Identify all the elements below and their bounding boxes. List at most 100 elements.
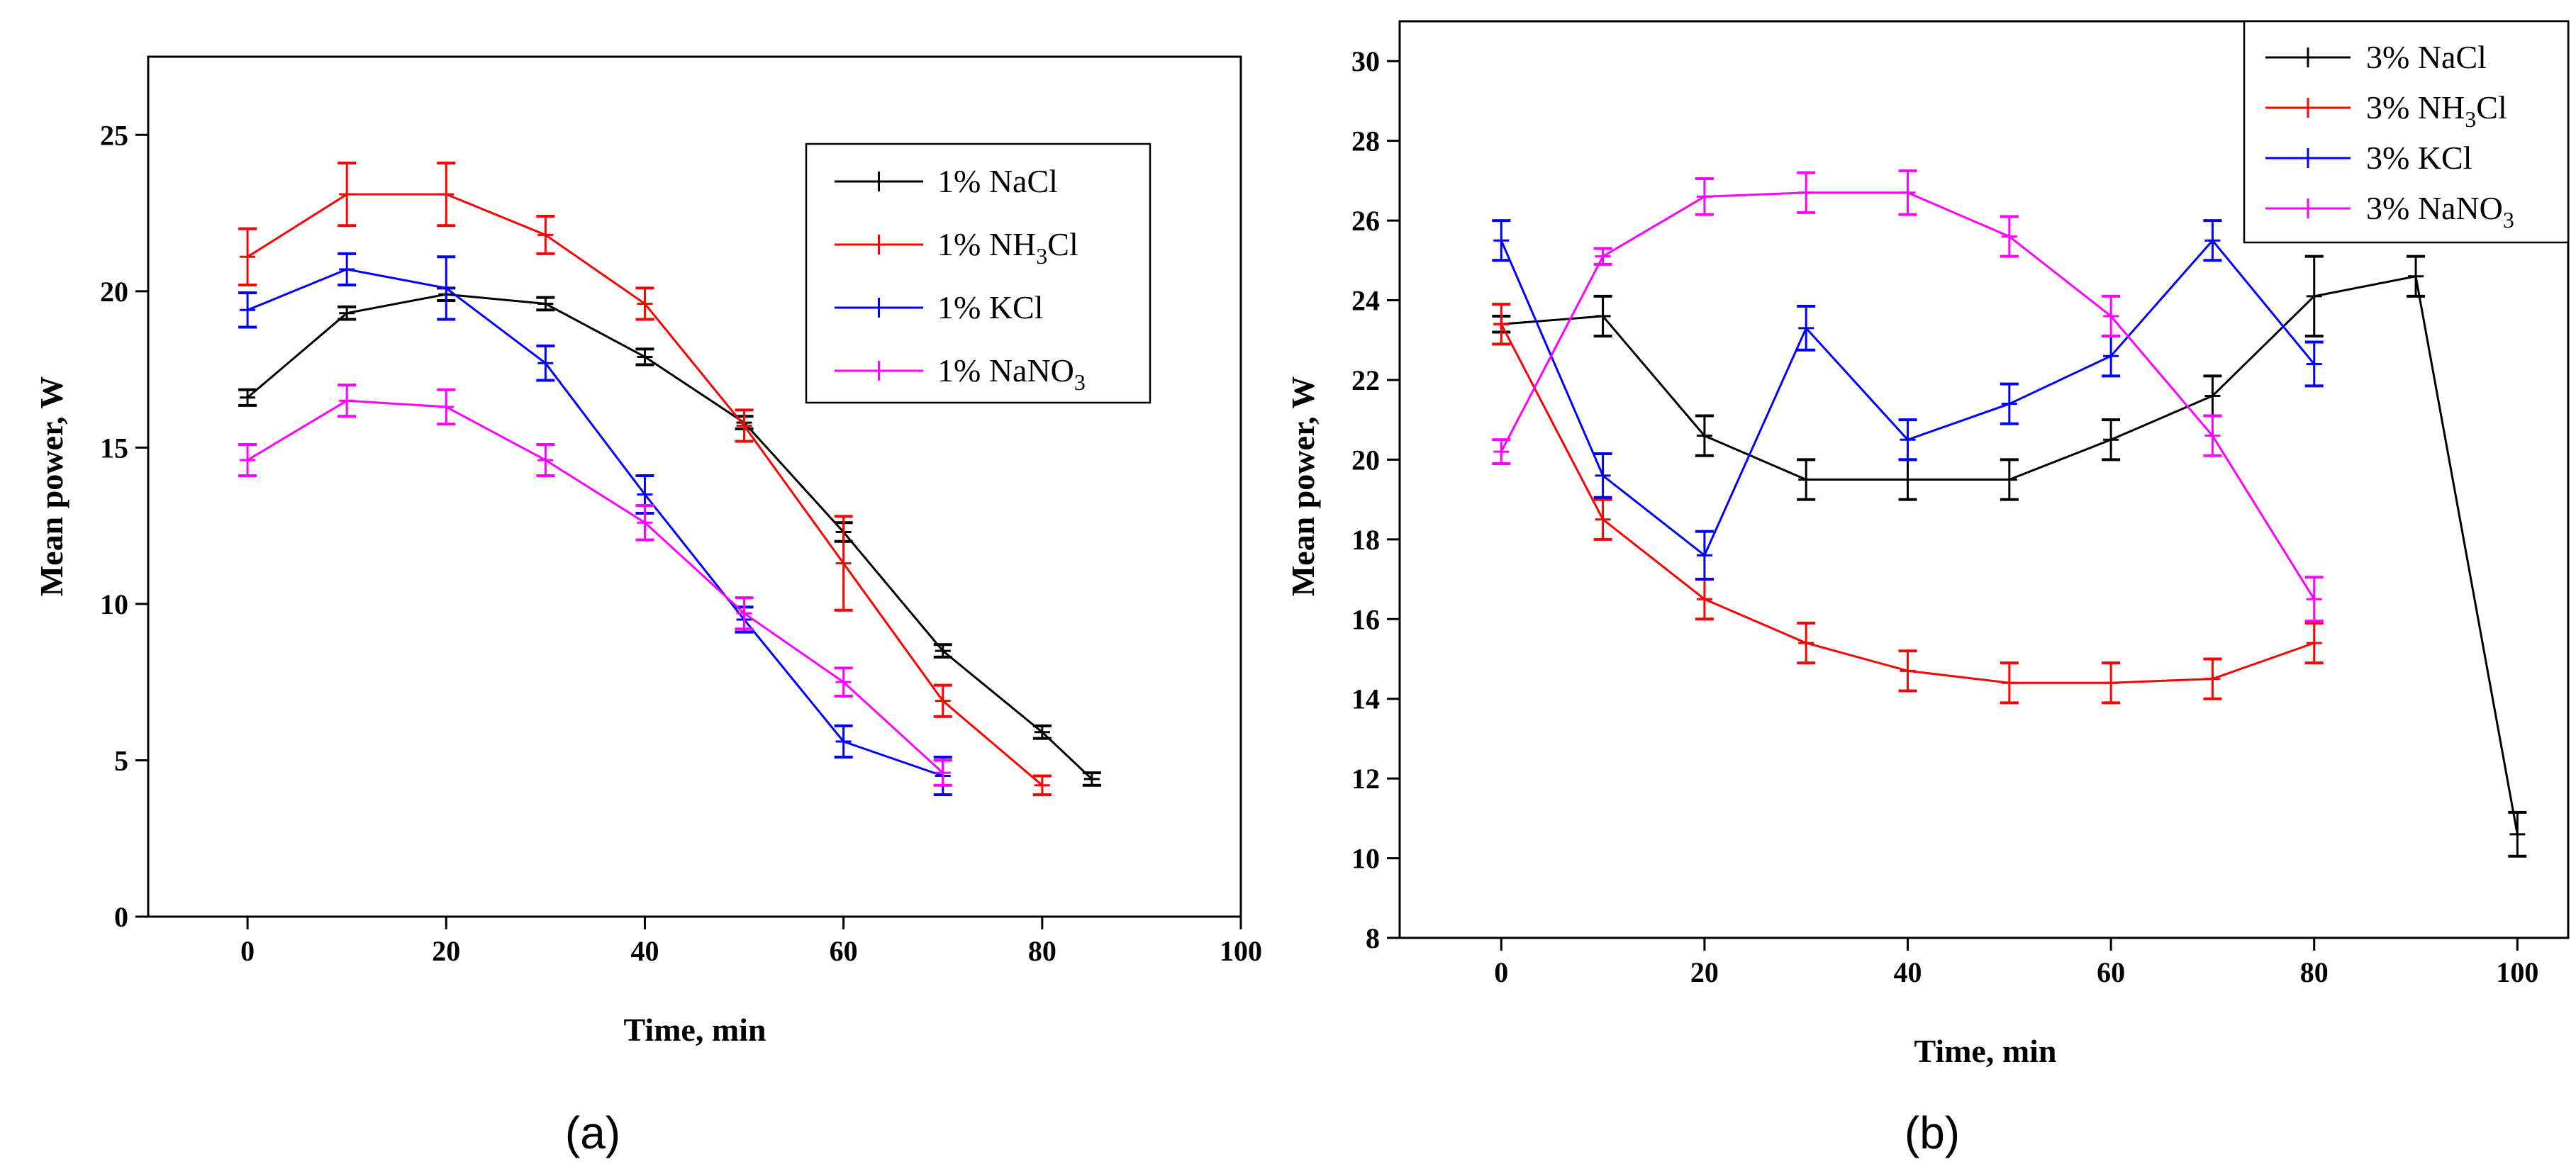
panel-b-series-0-point: [2407, 255, 2426, 298]
panel-b-series-1-point: [1593, 498, 1612, 541]
panel-b-series-3-point: [2000, 215, 2019, 258]
panel-a-legend-item-3: 1% NaNO3: [835, 352, 1086, 395]
panel-a-series-1-point: [338, 161, 357, 228]
panel-b-series-0-point: [2304, 255, 2324, 338]
panel-a-series-2-point: [238, 291, 257, 329]
panel-b-series-2-point: [1593, 452, 1612, 499]
panel-a-x-axis-title: Time, min: [623, 1012, 766, 1048]
panel-b-x-axis-title: Time, min: [1914, 1033, 2056, 1069]
panel-a-x-tick-label: 20: [432, 935, 460, 967]
panel-a-series-0-point: [338, 305, 357, 321]
panel-a-series-2-point: [536, 345, 555, 382]
panel-b-legend-item-3: 3% NaNO3: [2265, 190, 2514, 233]
panel-b-series-2-point: [1695, 530, 1714, 581]
panel-b-series-3-point: [1593, 247, 1612, 266]
panel-b-x-axis: 0 20 40 60 80 100: [1494, 938, 2538, 988]
panel-a-series-0-point: [635, 347, 654, 367]
panel-b-legend-item-0: 3% NaCl: [2265, 39, 2487, 75]
panel-a-legend-label-2: 1% KCl: [937, 289, 1044, 325]
panel-b-series-0-point: [1593, 294, 1612, 338]
panel-b-x-tick-label: 20: [1690, 956, 1719, 988]
panel-a-y-axis-title: Mean power, W: [33, 376, 69, 597]
panel-b-caption: (b): [1905, 1107, 1960, 1158]
panel-a-series-0-point: [1032, 724, 1052, 740]
panel-a-series-3-point: [238, 442, 257, 478]
panel-a-series-3-point: [735, 596, 754, 631]
panel-a-series-1-point: [834, 515, 853, 612]
panel-b-series-3-point: [2203, 414, 2222, 457]
panel-b-y-tick-label: 14: [1351, 683, 1380, 715]
panel-a-caption: (a): [565, 1107, 620, 1158]
panel-b-series: [1492, 169, 2527, 858]
panel-b-chart: 0 20 40 60 80 100 8 10 12 14 16 18 20 22 24 26 28 30 3% …: [1285, 20, 2570, 1158]
panel-a-plot-frame: [147, 55, 1242, 918]
panel-a-series-3-point: [338, 384, 357, 418]
panel-b-plot-frame: [1398, 20, 2570, 939]
panel-b-x-tick-label: 80: [2300, 956, 2329, 988]
panel-a-legend-item-2: 1% KCl: [835, 289, 1044, 325]
panel-a-series-1-point: [933, 683, 952, 718]
panel-b-series-3-point: [1898, 169, 1917, 216]
panel-a-series-2-point: [834, 724, 853, 759]
panel-b-series-1-point: [1898, 649, 1917, 693]
panel-a-legend-item-1: 1% NH3Cl: [835, 226, 1078, 269]
panel-a-x-axis: 0 20 40 60 80 100: [240, 917, 1262, 967]
panel-b-x-tick-label: 0: [1494, 956, 1508, 988]
panel-b-series-2-point: [2000, 382, 2019, 425]
panel-b-legend: 3% NaCl 3% NH3Cl 3% KCl 3% NaNO3: [2243, 20, 2570, 244]
panel-a-series-line-3: [247, 399, 944, 774]
panel-a-y-tick-label: 15: [100, 432, 128, 464]
panel-b-series-2-point: [1797, 304, 1816, 352]
panel-b-series-2-point: [1898, 418, 1917, 462]
panel-a-series-0-point: [1082, 771, 1101, 787]
panel-b-y-tick-label: 16: [1351, 603, 1380, 635]
panel-a-legend-label-0: 1% NaCl: [937, 163, 1058, 199]
panel-b-series-1-point: [2304, 621, 2324, 665]
panel-a-series-3-point: [933, 759, 952, 787]
panel-a-y-tick-label: 10: [100, 588, 128, 620]
panel-b-legend-label-2: 3% KCl: [2366, 140, 2472, 176]
panel-b-y-tick-label: 26: [1351, 205, 1380, 237]
panel-b-series-0-point: [2102, 418, 2121, 462]
panel-a-series-0-point: [933, 643, 952, 659]
panel-a-series-1-point: [635, 286, 654, 321]
panel-b-legend-item-2: 3% KCl: [2265, 140, 2472, 176]
panel-b-y-tick-label: 24: [1351, 285, 1380, 317]
panel-b-series-1-point: [1492, 303, 1511, 346]
panel-b-y-tick-label: 18: [1351, 524, 1380, 556]
panel-b-x-tick-label: 40: [1894, 956, 1922, 988]
panel-b-series-2-point: [2203, 219, 2222, 262]
panel-b-series-3-point: [1797, 171, 1816, 214]
panel-a-y-tick-label: 0: [114, 901, 128, 933]
panel-a-series-1-point: [437, 161, 456, 228]
panel-b-y-axis-title: Mean power, W: [1285, 376, 1321, 597]
panel-a-x-tick-label: 0: [240, 935, 255, 967]
panel-a-y-tick-label: 25: [100, 119, 128, 151]
panel-b-x-tick-label: 60: [2097, 956, 2125, 988]
panel-b-series-0-point: [2508, 810, 2527, 858]
panel-a-legend-box: [805, 142, 1152, 404]
panel-b-legend-label-0: 3% NaCl: [2366, 39, 2487, 75]
panel-b-series-1-point: [1797, 621, 1816, 665]
panel-b-series-3-point: [2304, 576, 2324, 623]
panel-b-series-0-point: [2000, 458, 2019, 501]
panel-b-legend-item-1: 3% NH3Cl: [2265, 89, 2507, 132]
panel-a-series-3-point: [437, 388, 456, 426]
panel-a-series-1-point: [536, 214, 555, 255]
panel-a-series-2-point: [437, 255, 456, 321]
panel-b-series-3-point: [1695, 177, 1714, 216]
panel-a-x-tick-label: 60: [830, 935, 858, 967]
panel-a-series-3-point: [536, 442, 555, 478]
panel-b-series-1-point: [2102, 661, 2121, 705]
panel-b-series-0-point: [1797, 458, 1816, 501]
panel-b-series-0-point: [1695, 414, 1714, 457]
panel-a-series-1-point: [1032, 774, 1052, 796]
panel-b-y-tick-label: 8: [1366, 922, 1380, 954]
panel-b-legend-label-3: 3% NaNO3: [2366, 190, 2514, 233]
panel-b-y-tick-label: 12: [1351, 763, 1380, 795]
panel-a-series-1-point: [238, 227, 257, 286]
panel-a-legend-label-1: 1% NH3Cl: [937, 226, 1078, 269]
panel-a-legend-label-3: 1% NaNO3: [937, 352, 1086, 395]
